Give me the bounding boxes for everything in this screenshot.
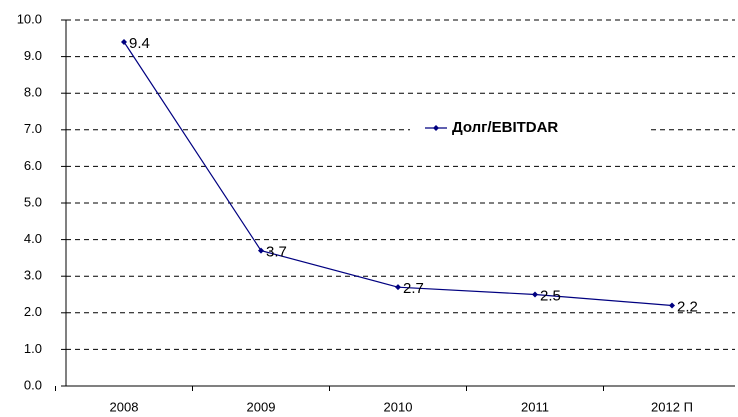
- data-label: 3.7: [266, 244, 287, 261]
- legend-label: Долг/EBITDAR: [452, 119, 558, 136]
- y-tick-label: 6.0: [24, 158, 42, 173]
- point: [669, 302, 675, 309]
- y-tick-label: 10.0: [17, 11, 42, 26]
- data-label: 2.7: [403, 280, 424, 297]
- y-tick-label: 5.0: [24, 194, 42, 209]
- x-tick-label: 2011: [521, 399, 549, 414]
- y-tick-label: 4.0: [24, 231, 42, 246]
- data-label: 9.4: [129, 35, 150, 52]
- y-tick-label: 7.0: [24, 121, 42, 136]
- point: [395, 284, 401, 291]
- point: [258, 247, 264, 254]
- point: [532, 291, 538, 298]
- y-tick-label: 1.0: [24, 341, 42, 356]
- x-tick-label: 2010: [384, 399, 413, 414]
- data-label: 2.2: [677, 298, 698, 315]
- data-label: 2.5: [540, 287, 561, 304]
- y-tick-label: 9.0: [24, 48, 42, 63]
- x-tick-label: 2008: [110, 399, 139, 414]
- x-tick-label: 2012 П: [651, 399, 693, 414]
- line: [123, 41, 673, 307]
- point: [121, 38, 127, 45]
- legend-box: [410, 114, 650, 142]
- y-tick-label: 0.0: [24, 377, 42, 392]
- y-tick-label: 3.0: [24, 268, 42, 283]
- y-tick-label: 2.0: [24, 304, 42, 319]
- y-tick-label: 8.0: [24, 85, 42, 100]
- x-tick-label: 2009: [247, 399, 276, 414]
- legend-marker: [433, 125, 439, 131]
